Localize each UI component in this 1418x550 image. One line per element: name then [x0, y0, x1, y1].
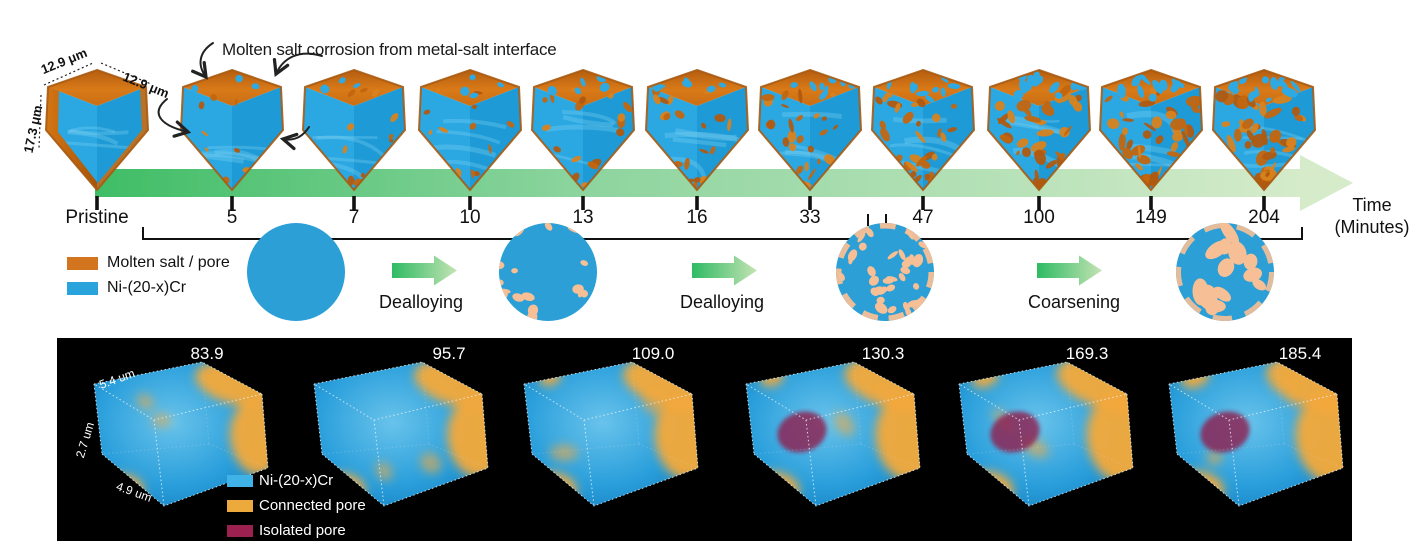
corrosion-cube-7: [301, 68, 407, 192]
corrosion-cube-100: [986, 68, 1092, 192]
annotation-arrows: [157, 42, 323, 151]
tick-16: [695, 196, 699, 210]
timeline-ticks: [95, 196, 1266, 210]
isolated-pore-blob: [1200, 411, 1250, 453]
schematic-circle-early-dealloying: [499, 223, 597, 321]
tick-Pristine: [95, 196, 99, 210]
corrosion-cube-47: [870, 68, 976, 192]
volume-panel-background: [57, 338, 1352, 541]
tick-33: [808, 196, 812, 210]
tick-5: [230, 196, 234, 210]
tick-47: [921, 196, 925, 210]
tick-149: [1149, 196, 1153, 210]
isolated-pore-blob: [777, 411, 827, 453]
corrosion-cube-10: [417, 68, 523, 192]
tick-10: [468, 196, 472, 210]
volume-render-95.7: [312, 361, 489, 507]
isolated-pore-blob: [990, 411, 1040, 453]
corrosion-arrow-2: [272, 52, 323, 77]
corrosion-cube-13: [530, 68, 636, 192]
corrosion-arrow-4: [279, 126, 310, 151]
corrosion-cube-204: [1211, 68, 1317, 192]
tick-100: [1037, 196, 1041, 210]
time-arrowhead: [1300, 155, 1353, 211]
schematic-circle-coarsened: [1176, 223, 1274, 321]
schematic-circle-solid-metal: [247, 223, 345, 321]
corrosion-cube-149: [1098, 68, 1204, 192]
corrosion-arrow-3: [157, 98, 192, 138]
schematic-circle-late-dealloying: [836, 223, 934, 321]
process-arrow-2: [692, 255, 757, 286]
tick-13: [581, 196, 585, 210]
tick-7: [352, 196, 356, 210]
tick-204: [1262, 196, 1266, 210]
corrosion-cube-5: [179, 68, 285, 192]
process-arrow-1: [392, 255, 457, 286]
corrosion-arrow-1: [191, 42, 214, 80]
corrosion-cube-16: [644, 68, 750, 192]
corrosion-cube-Pristine: [44, 68, 150, 192]
process-arrow-3: [1037, 255, 1102, 286]
